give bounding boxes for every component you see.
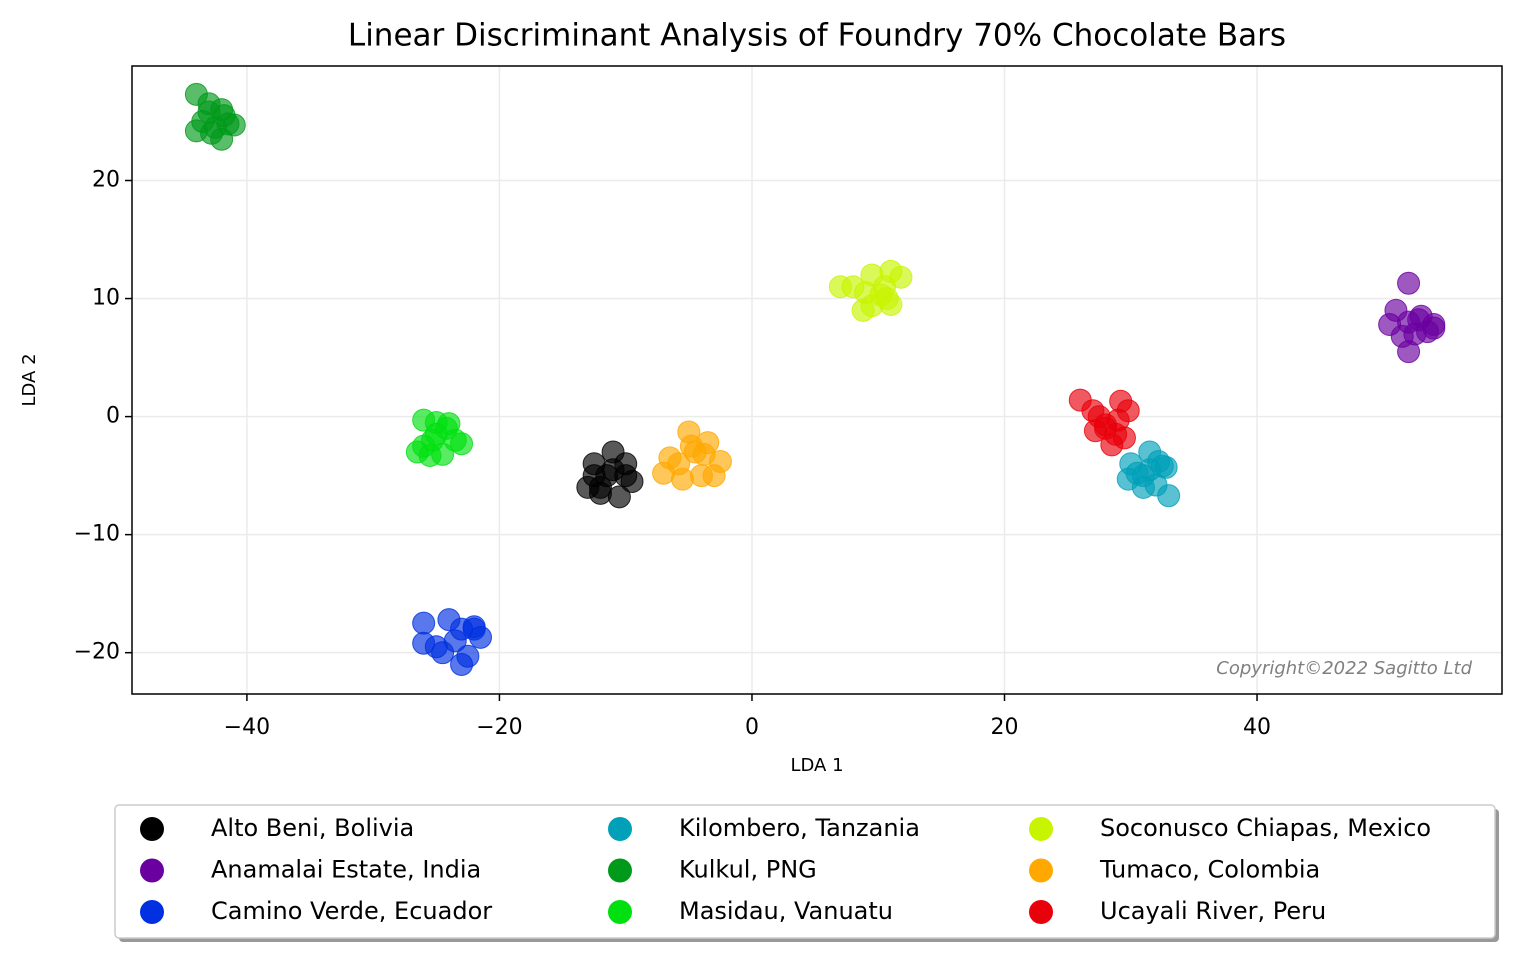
annotation: Copyright©2022 Sagitto Ltd [1216, 658, 1472, 679]
y-tick-label: 10 [92, 286, 120, 311]
plot-frame [131, 65, 1503, 695]
point [421, 428, 445, 452]
point [200, 121, 224, 145]
legend-label: Camino Verde, Ecuador [211, 897, 492, 925]
point [212, 104, 236, 128]
legend-marker [1029, 900, 1053, 924]
x-tick-label: −20 [476, 715, 522, 740]
legend-marker [140, 858, 164, 883]
legend-marker [1029, 858, 1053, 883]
legend-box [114, 804, 1496, 939]
point [679, 434, 703, 458]
legend-marker [140, 817, 164, 841]
point [1147, 449, 1171, 473]
y-tick-label: 20 [92, 168, 120, 193]
legend-label: Soconusco Chiapas, Mexico [1100, 814, 1431, 842]
point [412, 631, 436, 655]
point [620, 470, 644, 494]
point [450, 432, 474, 456]
legend-label: Tumaco, Colombia [1099, 856, 1320, 884]
point [412, 611, 436, 635]
x-axis-label: LDA 1 [790, 755, 843, 776]
legend-label: Masidau, Vanuatu [679, 897, 893, 925]
y-tick-label: 0 [106, 404, 120, 429]
legend-marker [608, 858, 632, 883]
x-tick-label: −40 [224, 715, 270, 740]
x-tick-label: 20 [991, 715, 1019, 740]
legend-label: Kulkul, PNG [679, 856, 817, 884]
point [854, 281, 878, 305]
point [456, 644, 480, 668]
legend-marker [608, 817, 632, 841]
y-tick-label: −20 [74, 640, 120, 665]
point [431, 641, 455, 665]
legend-label: Ucayali River, Peru [1100, 897, 1326, 925]
point [667, 452, 691, 476]
legend-label: Kilombero, Tanzania [679, 814, 920, 842]
y-tick-label: −10 [74, 522, 120, 547]
x-tick-label: 40 [1243, 715, 1271, 740]
point [1407, 308, 1431, 332]
point [875, 287, 899, 311]
point [1131, 475, 1155, 499]
point [582, 464, 606, 488]
point [702, 464, 726, 488]
legend-marker [1029, 817, 1053, 841]
legend-label: Alto Beni, Bolivia [211, 814, 414, 842]
point [1397, 271, 1421, 295]
x-tick-label: 0 [745, 715, 759, 740]
chart-title: Linear Discriminant Analysis of Foundry … [348, 18, 1286, 54]
y-axis-label: LDA 2 [19, 353, 40, 406]
point [1104, 422, 1128, 446]
point [462, 615, 486, 639]
legend-marker [608, 900, 632, 924]
legend-label: Anamalai Estate, India [211, 856, 481, 884]
legend-marker [140, 900, 164, 924]
point [1087, 405, 1111, 429]
